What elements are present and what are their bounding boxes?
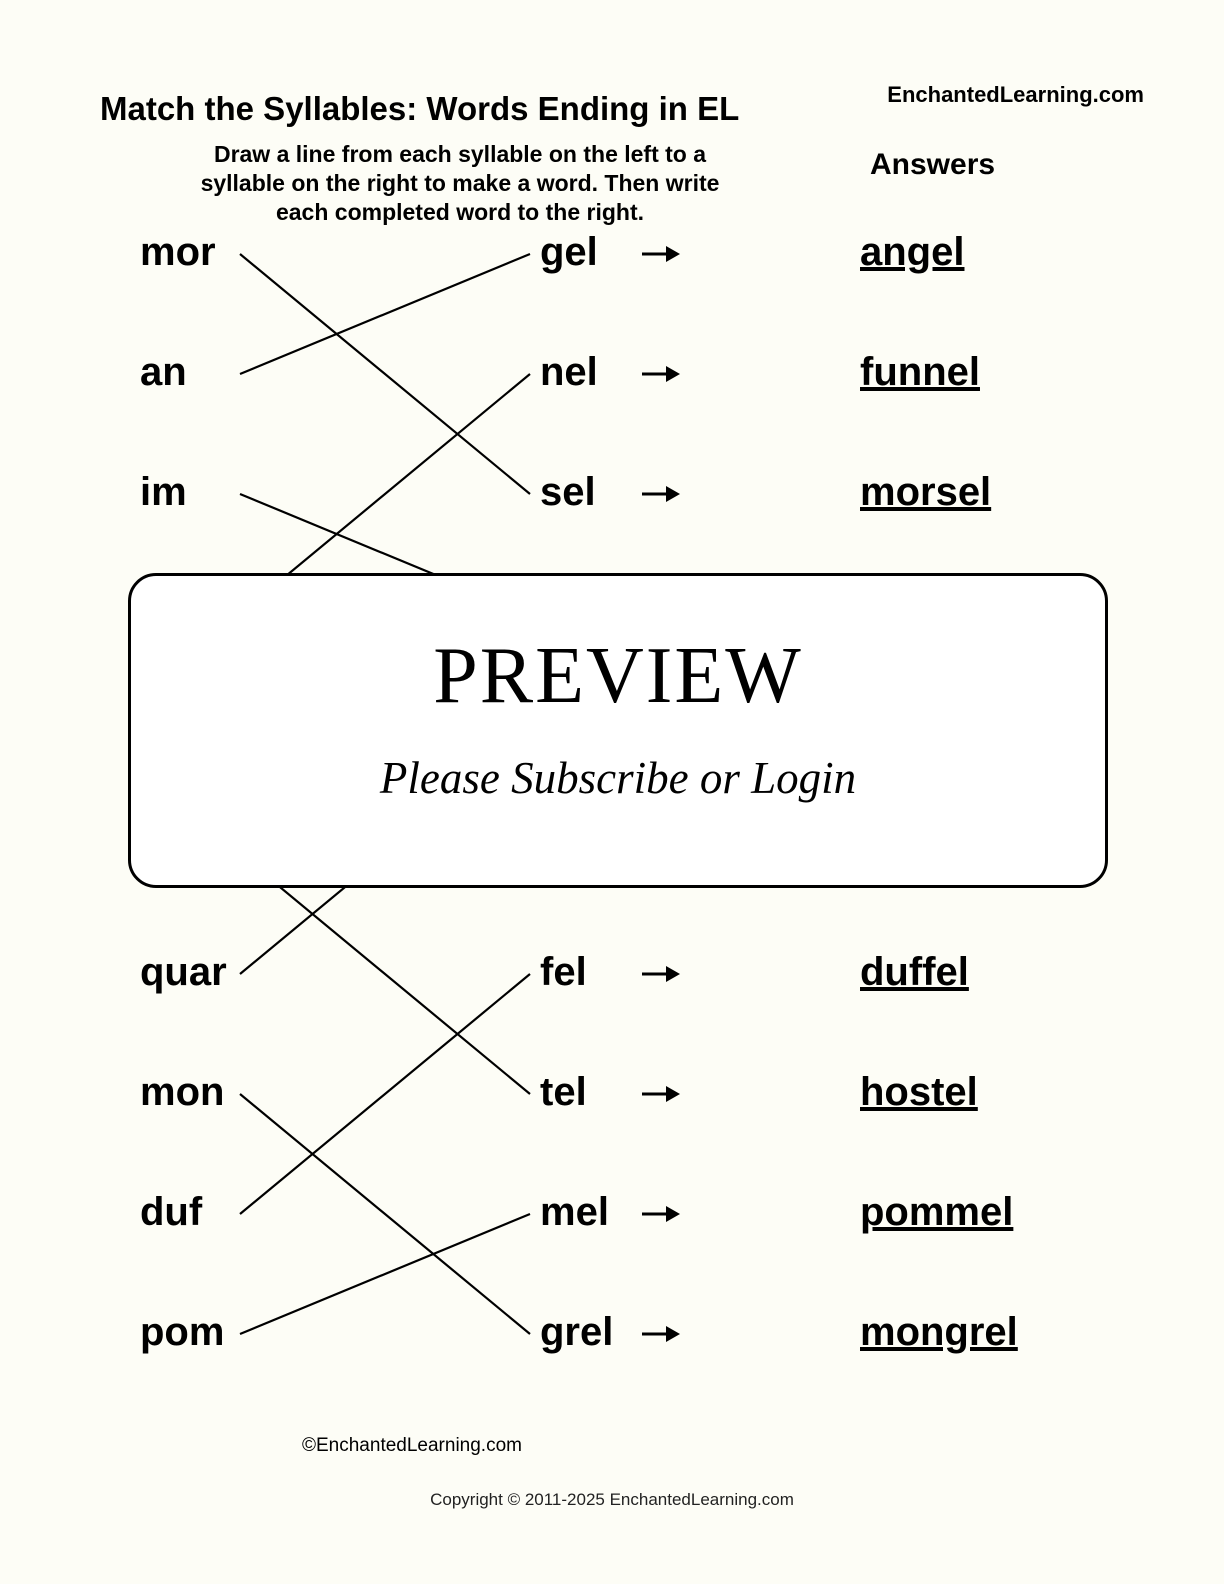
left-syllable: im [140, 470, 187, 515]
left-syllable: mon [140, 1070, 224, 1115]
instructions-text: Draw a line from each syllable on the le… [180, 140, 740, 226]
worksheet-page: EnchantedLearning.com Match the Syllable… [0, 0, 1224, 1584]
site-credit: EnchantedLearning.com [887, 82, 1144, 108]
answer-word: hostel [860, 1070, 978, 1115]
answer-word: funnel [860, 350, 980, 395]
preview-title: PREVIEW [131, 631, 1105, 722]
worksheet-title: Match the Syllables: Words Ending in EL [100, 90, 739, 128]
arrow-icon [640, 962, 680, 986]
answer-word: morsel [860, 470, 991, 515]
right-syllable: nel [540, 350, 598, 395]
right-syllable: sel [540, 470, 596, 515]
answer-word: duffel [860, 950, 969, 995]
left-syllable: duf [140, 1190, 202, 1235]
answer-word: mongrel [860, 1310, 1018, 1355]
arrow-icon [640, 362, 680, 386]
answers-header: Answers [870, 148, 995, 182]
copyright-text: Copyright © 2011-2025 EnchantedLearning.… [0, 1490, 1224, 1510]
answer-word: angel [860, 230, 964, 275]
right-syllable: mel [540, 1190, 609, 1235]
arrow-icon [640, 482, 680, 506]
preview-overlay: PREVIEW Please Subscribe or Login [128, 573, 1108, 888]
left-syllable: pom [140, 1310, 224, 1355]
arrow-icon [640, 1322, 680, 1346]
arrow-icon [640, 1082, 680, 1106]
arrow-icon [640, 1202, 680, 1226]
preview-subtitle: Please Subscribe or Login [131, 752, 1105, 804]
right-syllable: grel [540, 1310, 613, 1355]
arrow-icon [640, 242, 680, 266]
bottom-credit: ©EnchantedLearning.com [302, 1435, 522, 1457]
right-syllable: fel [540, 950, 587, 995]
answer-word: pommel [860, 1190, 1013, 1235]
left-syllable: quar [140, 950, 227, 995]
left-syllable: an [140, 350, 187, 395]
right-syllable: tel [540, 1070, 587, 1115]
left-syllable: mor [140, 230, 216, 275]
right-syllable: gel [540, 230, 598, 275]
